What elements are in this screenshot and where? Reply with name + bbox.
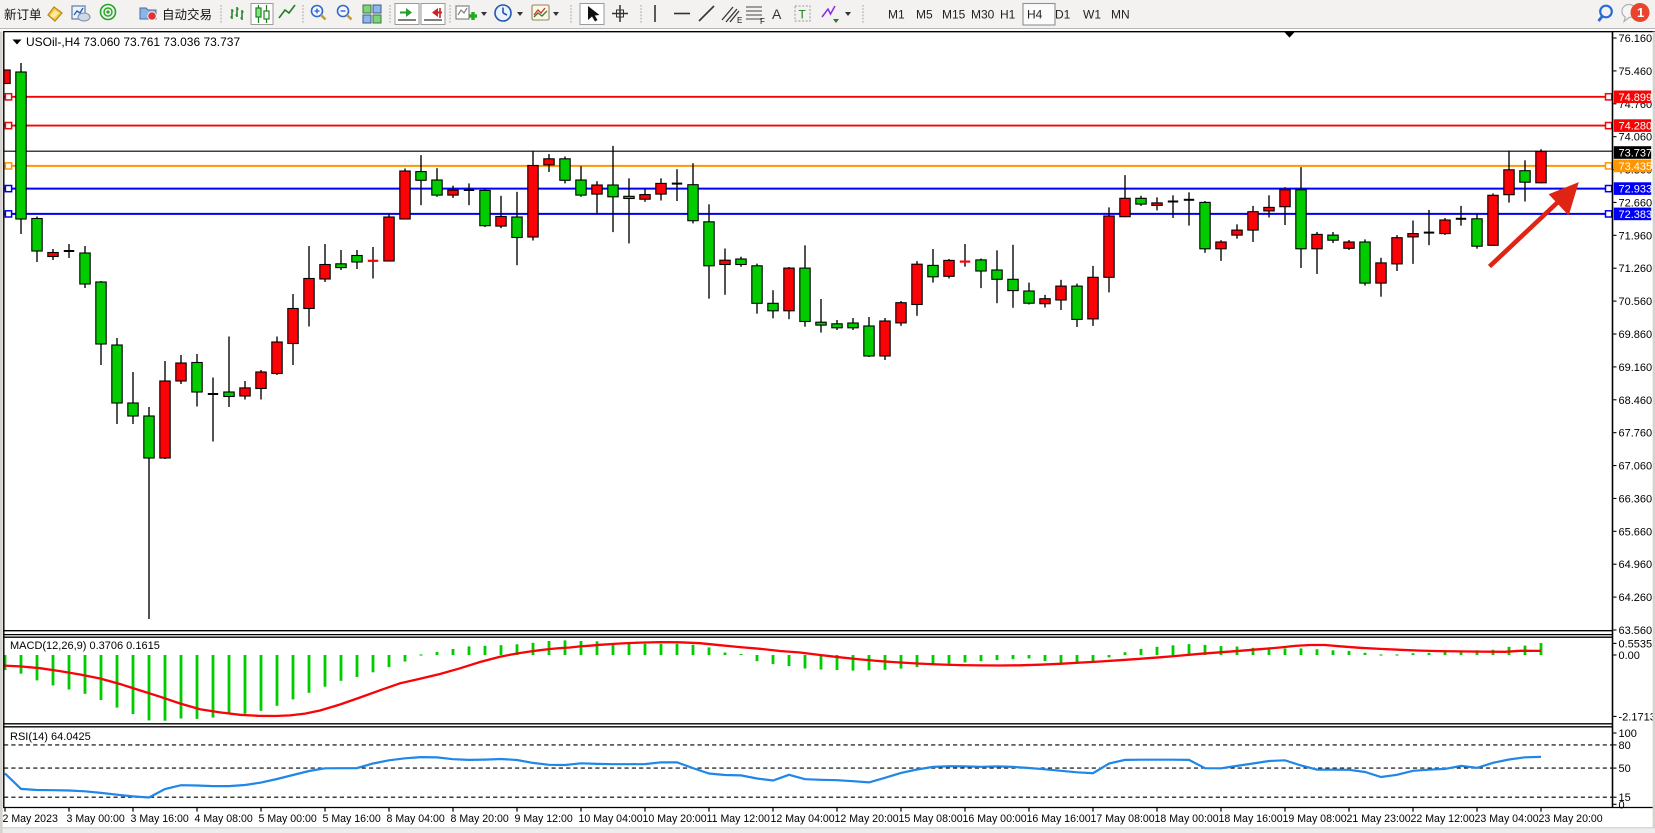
svg-text:69.860: 69.860 xyxy=(1619,329,1653,341)
svg-text:M15: M15 xyxy=(942,8,966,22)
svg-text:72.660: 72.660 xyxy=(1619,197,1653,209)
svg-text:70.560: 70.560 xyxy=(1619,296,1653,308)
svg-text:RSI(14) 64.0425: RSI(14) 64.0425 xyxy=(10,731,91,743)
svg-text:M1: M1 xyxy=(888,8,905,22)
svg-text:76.160: 76.160 xyxy=(1619,33,1653,45)
svg-text:12 May 04:00: 12 May 04:00 xyxy=(771,813,835,825)
svg-text:65.660: 65.660 xyxy=(1619,526,1653,538)
svg-text:8 May 04:00: 8 May 04:00 xyxy=(387,813,445,825)
svg-text:5 May 00:00: 5 May 00:00 xyxy=(259,813,317,825)
svg-text:23 May 20:00: 23 May 20:00 xyxy=(1539,813,1603,825)
svg-text:10 May 04:00: 10 May 04:00 xyxy=(579,813,643,825)
svg-text:H4: H4 xyxy=(1027,8,1043,22)
svg-text:3 May 16:00: 3 May 16:00 xyxy=(131,813,189,825)
svg-text:64.960: 64.960 xyxy=(1619,559,1653,571)
svg-text:68.460: 68.460 xyxy=(1619,395,1653,407)
svg-text:F: F xyxy=(760,17,765,26)
svg-text:11 May 12:00: 11 May 12:00 xyxy=(707,813,771,825)
svg-text:8 May 20:00: 8 May 20:00 xyxy=(451,813,509,825)
svg-text:15: 15 xyxy=(1619,792,1631,804)
svg-text:0.5535: 0.5535 xyxy=(1619,638,1653,650)
svg-text:16 May 00:00: 16 May 00:00 xyxy=(963,813,1027,825)
svg-text:USOil-,H4 73.060 73.761 73.03: USOil-,H4 73.060 73.761 73.036 73.737 xyxy=(26,35,240,49)
svg-text:71.260: 71.260 xyxy=(1619,263,1653,275)
svg-text:18 May 00:00: 18 May 00:00 xyxy=(1155,813,1219,825)
svg-text:71.960: 71.960 xyxy=(1619,230,1653,242)
svg-text:9 May 12:00: 9 May 12:00 xyxy=(515,813,573,825)
svg-text:63.560: 63.560 xyxy=(1619,625,1653,637)
svg-text:21 May 23:00: 21 May 23:00 xyxy=(1347,813,1411,825)
svg-text:M30: M30 xyxy=(971,8,995,22)
svg-text:M5: M5 xyxy=(916,8,933,22)
svg-text:80: 80 xyxy=(1619,740,1631,752)
svg-text:MN: MN xyxy=(1111,8,1130,22)
svg-text:72.383: 72.383 xyxy=(1619,209,1653,221)
svg-text:66.360: 66.360 xyxy=(1619,493,1653,505)
svg-text:15 May 08:00: 15 May 08:00 xyxy=(899,813,963,825)
svg-text:1: 1 xyxy=(1637,5,1644,20)
svg-text:64.260: 64.260 xyxy=(1619,592,1653,604)
svg-text:100: 100 xyxy=(1619,728,1637,740)
svg-text:72.933: 72.933 xyxy=(1619,184,1653,196)
svg-text:18 May 16:00: 18 May 16:00 xyxy=(1219,813,1283,825)
svg-text:0: 0 xyxy=(1619,799,1625,811)
svg-text:50: 50 xyxy=(1619,763,1631,775)
svg-text:A: A xyxy=(772,6,782,22)
svg-text:67.760: 67.760 xyxy=(1619,428,1653,440)
svg-text:74.060: 74.060 xyxy=(1619,132,1653,144)
svg-text:H1: H1 xyxy=(1000,8,1016,22)
svg-text:73.435: 73.435 xyxy=(1619,161,1653,173)
svg-text:2 May 2023: 2 May 2023 xyxy=(3,813,58,825)
svg-text:W1: W1 xyxy=(1083,8,1101,22)
svg-text:3 May 00:00: 3 May 00:00 xyxy=(67,813,125,825)
svg-text:T: T xyxy=(799,8,807,22)
svg-text:D1: D1 xyxy=(1055,8,1071,22)
svg-text:17 May 08:00: 17 May 08:00 xyxy=(1091,813,1155,825)
svg-text:73.737: 73.737 xyxy=(1619,148,1653,160)
svg-text:4 May 08:00: 4 May 08:00 xyxy=(195,813,253,825)
svg-text:69.160: 69.160 xyxy=(1619,362,1653,374)
svg-text:75.460: 75.460 xyxy=(1619,66,1653,78)
svg-text:22 May 12:00: 22 May 12:00 xyxy=(1411,813,1475,825)
svg-text:19 May 08:00: 19 May 08:00 xyxy=(1283,813,1347,825)
svg-text:新订单: 新订单 xyxy=(4,7,42,22)
svg-text:10 May 20:00: 10 May 20:00 xyxy=(643,813,707,825)
svg-text:74.280: 74.280 xyxy=(1619,121,1653,133)
svg-text:16 May 16:00: 16 May 16:00 xyxy=(1027,813,1091,825)
svg-text:MACD(12,26,9) 0.3706 0.1615: MACD(12,26,9) 0.3706 0.1615 xyxy=(10,640,160,652)
svg-text:0.00: 0.00 xyxy=(1619,650,1640,662)
svg-text:自动交易: 自动交易 xyxy=(162,7,212,22)
svg-text:23 May 04:00: 23 May 04:00 xyxy=(1475,813,1539,825)
svg-text:5 May 16:00: 5 May 16:00 xyxy=(323,813,381,825)
svg-text:67.060: 67.060 xyxy=(1619,461,1653,473)
svg-text:-2.1713: -2.1713 xyxy=(1619,711,1655,723)
svg-text:12 May 20:00: 12 May 20:00 xyxy=(835,813,899,825)
svg-text:E: E xyxy=(737,16,742,25)
svg-text:74.899: 74.899 xyxy=(1619,92,1653,104)
